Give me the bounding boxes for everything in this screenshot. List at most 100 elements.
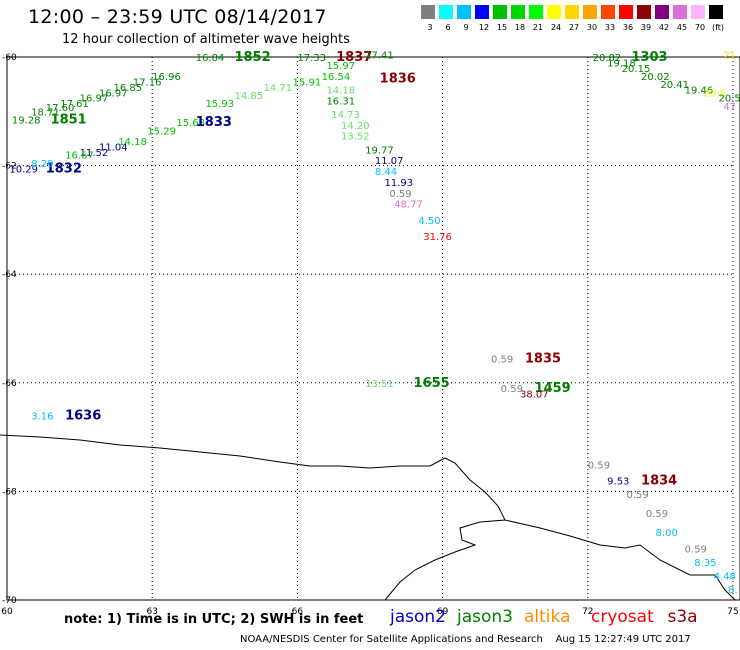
swh-value-label: 18.71 (31, 107, 60, 118)
swh-value-label: 0.59 (685, 544, 707, 555)
y-tick-label: -68 (2, 487, 17, 497)
legend-label: 24 (550, 23, 562, 32)
swh-value-label: 0.59 (646, 509, 668, 520)
swh-value-label: 16.31 (326, 96, 355, 107)
swh-value-label: 8.35 (694, 558, 716, 569)
swh-value-label: 4.50 (418, 216, 440, 227)
satellite-cryosat: cryosat (591, 607, 654, 627)
swh-value-label: 17.61 (60, 99, 89, 110)
legend-label: 30 (586, 23, 598, 32)
legend-label: 42 (658, 23, 670, 32)
credit-text: NOAA/NESDIS Center for Satellite Applica… (240, 634, 543, 645)
antarctic-coastline-east (504, 519, 736, 601)
swh-value-label: 3.16 (31, 411, 53, 422)
legend-label: 70 (694, 23, 706, 32)
swh-value-label: 11.07 (375, 156, 404, 167)
pass-time-label: 1303 (631, 50, 667, 65)
legend-swatch (547, 5, 561, 19)
satellite-altika: altika (524, 607, 571, 627)
legend-label: 12 (478, 23, 490, 32)
legend-label: 39 (640, 23, 652, 32)
legend-swatch (475, 5, 489, 19)
legend-label: 21 (532, 23, 544, 32)
swh-value-label: 19.18 (607, 58, 636, 69)
pass-time-label: 1834 (641, 474, 677, 489)
swh-value-label: 8.44 (375, 167, 397, 178)
legend-swatch (493, 5, 507, 19)
swh-value-label: 14.20 (341, 121, 370, 132)
x-tick-label: 69 (437, 607, 449, 617)
pass-time-label: 1636 (65, 408, 101, 423)
swh-value-label: 13.52 (341, 132, 370, 143)
swh-value-label: 20.82 (593, 53, 622, 64)
legend-label: 3 (427, 23, 433, 32)
swh-value-label: 15.97 (326, 61, 355, 72)
pass-time-label: 1836 (380, 72, 416, 87)
swh-value-label: 11.04 (99, 143, 128, 154)
swh-value-label: 20.02 (641, 72, 670, 83)
credit-timestamp: Aug 15 12:27:49 UTC 2017 (555, 634, 691, 645)
x-tick-label: 63 (146, 607, 157, 617)
legend-swatch (421, 5, 435, 19)
swh-value-label: 20.41 (660, 80, 689, 91)
legend-label: 33 (604, 23, 616, 32)
swh-value-label: 0.59 (491, 354, 513, 365)
swh-value-label: 16.54 (322, 72, 351, 83)
pass-time-label: 1655 (414, 376, 450, 391)
satellite-s3a: s3a (667, 607, 698, 627)
x-tick-label: 72 (582, 607, 593, 617)
swh-value-label: 0.59 (588, 460, 610, 471)
swh-labels: 19.28 185118.7117.6017.6116.9716.9716.851… (9, 50, 740, 596)
legend-label: 27 (568, 23, 580, 32)
swh-value-label: 17.60 (46, 103, 75, 114)
swh-value-label: 31.76 (423, 232, 452, 243)
swh-value-label: 11.52 (80, 148, 109, 159)
legend-swatch (655, 5, 669, 19)
swh-value-label: 14.18 (326, 86, 355, 97)
pass-time-label: 1835 (525, 351, 561, 366)
legend-swatch (619, 5, 633, 19)
legend-label: 6 (445, 23, 451, 32)
swh-value-label: 8.00 (656, 528, 678, 539)
pass-time-label: 1832 (46, 161, 82, 176)
y-tick-label: -60 (2, 53, 17, 63)
swh-value-label: 14.73 (331, 110, 360, 121)
swh-value-label: 10.29 (9, 164, 38, 175)
pass-time-label: 1852 (234, 50, 270, 65)
tick-labels: 60 63 66 69 72 75 -60 -62 -64 -66 -68 -70 (1, 53, 738, 617)
swh-value-label: 4.48 (714, 572, 736, 583)
antarctic-coastline (0, 434, 506, 601)
swh-value-label: 23.5 (704, 88, 726, 99)
legend-swatch (637, 5, 651, 19)
y-tick-label: -70 (2, 596, 17, 606)
pass-time-label: 1851 (51, 112, 87, 127)
swh-value-label: 19.46 (685, 86, 714, 97)
gridlines (6, 56, 734, 601)
legend-swatch (511, 5, 525, 19)
swh-value-label: 17.16 (133, 77, 162, 88)
footer-note: note: 1) Time is in UTC; 2) SWH is in fe… (64, 612, 364, 627)
swh-value-label: 17.41 (365, 50, 394, 61)
swh-value-label: 20.15 (622, 64, 651, 75)
y-tick-label: -64 (2, 270, 17, 280)
legend-swatch (529, 5, 543, 19)
swh-value-label: 13.51 (365, 379, 394, 390)
legend-label: 36 (622, 23, 634, 32)
swh-value-label: 11.93 (385, 178, 414, 189)
legend-swatch (439, 5, 453, 19)
legend-swatch (457, 5, 471, 19)
map-title: 12:00 – 23:59 UTC 08/14/2017 (28, 6, 327, 28)
swh-value-label: 0.59 (501, 384, 523, 395)
swh-value-label: 47 (723, 102, 736, 113)
footer-credit: NOAA/NESDIS Center for Satellite Applica… (240, 634, 691, 645)
swh-value-label: 16.96 (152, 72, 181, 83)
legend-label: 9 (463, 23, 469, 32)
legend-label: 18 (514, 23, 526, 32)
y-tick-label: -66 (2, 379, 17, 389)
x-tick-label: 66 (292, 607, 304, 617)
swh-value-label: 20.53 (718, 94, 740, 105)
pass-time-label: 1459 (535, 381, 571, 396)
swh-value-label: 15.93 (205, 99, 234, 110)
legend-swatch (583, 5, 597, 19)
